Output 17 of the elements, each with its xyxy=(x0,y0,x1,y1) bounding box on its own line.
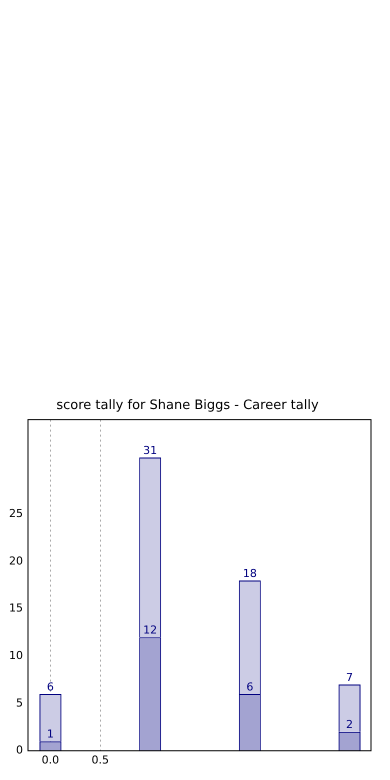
y-tick-label: 10 xyxy=(8,649,23,662)
y-tick-label: 5 xyxy=(16,696,23,710)
x-tick-label: 0.0 xyxy=(42,753,60,766)
total-label: 6 xyxy=(46,680,54,694)
y-tick-label: 0 xyxy=(16,744,23,757)
y-tick-label: 25 xyxy=(8,507,23,520)
data-label: 6 xyxy=(246,680,254,694)
y-tick-label: 15 xyxy=(8,602,23,615)
data-label: 2 xyxy=(346,718,354,732)
y-tick-label: 20 xyxy=(8,554,23,568)
data-label: 12 xyxy=(143,624,158,637)
total-label: 31 xyxy=(143,444,158,457)
x-tick-label: 0.5 xyxy=(92,753,110,766)
data-label: 1 xyxy=(46,728,54,741)
chart-title: score tally for Shane Biggs - Career tally xyxy=(56,398,319,414)
total-label: 7 xyxy=(346,670,354,684)
total-label: 18 xyxy=(242,566,257,580)
